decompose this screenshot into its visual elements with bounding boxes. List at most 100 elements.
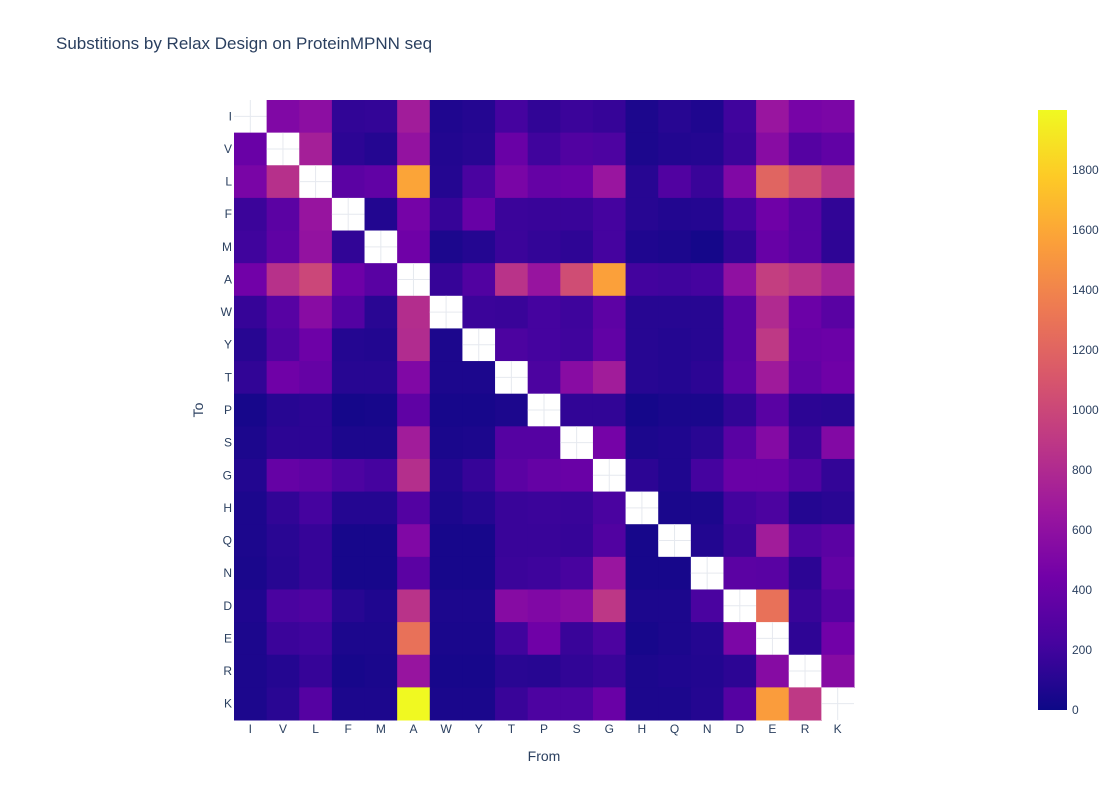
heatmap-cell (723, 458, 757, 493)
heatmap-cell-empty (625, 491, 659, 525)
heatmap-cell (299, 654, 333, 688)
heatmap-cell (560, 165, 594, 199)
heatmap-cell (331, 230, 366, 264)
heatmap-cell (756, 165, 790, 199)
heatmap-cell (234, 165, 268, 199)
heatmap-cell (266, 687, 300, 721)
heatmap-cell (299, 230, 333, 264)
heatmap-cell (495, 491, 529, 525)
heatmap-cell-empty (821, 687, 854, 720)
heatmap-cell (462, 393, 496, 427)
x-tick-label: S (573, 722, 581, 736)
heatmap-cell (429, 426, 463, 460)
heatmap-cell (495, 524, 529, 558)
heatmap-cell (756, 491, 790, 525)
heatmap-cell (592, 654, 627, 688)
heatmap-cell (495, 263, 529, 297)
heatmap-cell (821, 165, 855, 199)
heatmap-cell (364, 361, 398, 395)
heatmap-cell (462, 491, 496, 525)
colorbar-tick-label: 1000 (1072, 403, 1099, 417)
heatmap-cell (560, 589, 594, 623)
heatmap-cell (723, 622, 757, 656)
heatmap-cell (397, 100, 431, 134)
heatmap-cell (266, 263, 300, 297)
colorbar-tick-label: 1200 (1072, 343, 1099, 357)
heatmap-cell (788, 132, 822, 166)
heatmap-cell (299, 328, 333, 362)
heatmap-cell (690, 197, 724, 232)
heatmap-cell (331, 361, 366, 395)
heatmap-cell (234, 491, 268, 525)
heatmap-cell (690, 524, 724, 558)
heatmap-cell (625, 654, 659, 688)
heatmap-cell (658, 654, 692, 688)
heatmap-cell (364, 458, 398, 493)
heatmap-cell (788, 230, 822, 264)
heatmap-cell (299, 687, 333, 721)
x-tick-label: K (834, 722, 842, 736)
y-tick-label: Q (223, 534, 232, 548)
colorbar-tick-label: 400 (1072, 583, 1092, 597)
x-tick-label: Q (670, 722, 679, 736)
y-axis-title: To (190, 402, 206, 417)
heatmap-cell (331, 458, 366, 493)
heatmap-cell (364, 556, 398, 590)
y-tick-label: W (221, 305, 233, 319)
heatmap-cell (625, 361, 659, 395)
y-tick-label: L (225, 175, 232, 189)
heatmap-cell (299, 361, 333, 395)
heatmap-cell (625, 328, 659, 362)
heatmap-cell (625, 132, 659, 166)
x-tick-label: M (376, 722, 386, 736)
heatmap-cell-empty (462, 328, 496, 362)
heatmap-cell (527, 687, 561, 721)
heatmap-cell (560, 100, 594, 134)
heatmap-cell (592, 687, 627, 721)
heatmap-cell (462, 132, 496, 166)
heatmap-cell (331, 100, 366, 134)
heatmap-cell (266, 100, 300, 134)
heatmap-cell (592, 622, 627, 656)
colorbar-tick-label: 600 (1072, 523, 1092, 537)
heatmap-cell (397, 589, 431, 623)
heatmap-cell (364, 263, 398, 297)
colorbar-tick-label: 800 (1072, 463, 1092, 477)
heatmap-cell (527, 165, 561, 199)
heatmap-cell (495, 393, 529, 427)
y-tick-label: K (224, 697, 232, 711)
heatmap-cell (527, 361, 561, 395)
heatmap-cell (592, 263, 627, 297)
heatmap-cell (658, 263, 692, 297)
colorbar-tick-label: 1400 (1072, 283, 1099, 297)
heatmap-cell-empty (429, 295, 463, 329)
heatmap-cell (756, 100, 790, 134)
heatmap-cell (234, 687, 268, 721)
heatmap-cell (364, 393, 398, 427)
heatmap-cell (234, 230, 268, 264)
heatmap-cell (756, 556, 790, 590)
heatmap-cell-empty (658, 524, 691, 557)
heatmap-cell (723, 230, 757, 264)
heatmap-cell (821, 295, 855, 329)
y-tick-label: M (222, 240, 232, 254)
heatmap-cell (821, 132, 855, 166)
heatmap-cell (397, 132, 431, 166)
heatmap-cell (723, 328, 757, 362)
heatmap-cell (690, 263, 724, 297)
heatmap-cell (266, 393, 300, 427)
heatmap-cell (723, 197, 757, 232)
heatmap-cell (266, 165, 300, 199)
heatmap-cell (723, 361, 757, 395)
heatmap-cell (527, 328, 561, 362)
heatmap-cell (429, 328, 463, 362)
heatmap-cell (429, 230, 463, 264)
heatmap-cell (397, 491, 431, 525)
x-tick-label: H (638, 722, 647, 736)
heatmap-cell (788, 491, 822, 525)
heatmap-cell (821, 230, 855, 264)
heatmap-cell (495, 100, 529, 134)
heatmap-cell (331, 263, 366, 297)
heatmap-cell (299, 458, 333, 493)
